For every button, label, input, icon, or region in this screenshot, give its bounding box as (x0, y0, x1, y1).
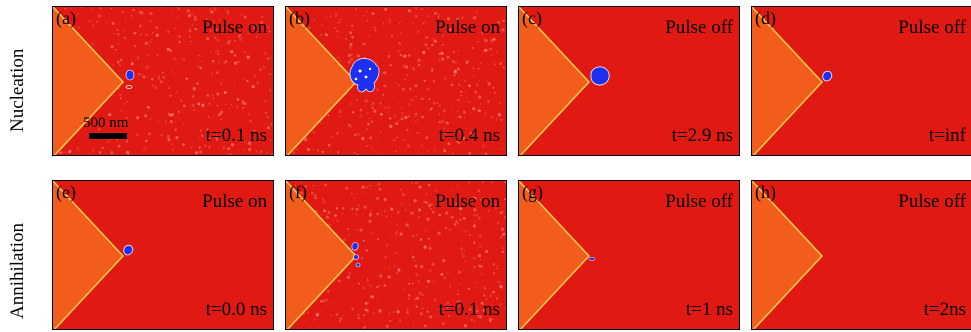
scale-bar: 500 nm (83, 115, 128, 139)
pulse-state-label: Pulse off (898, 17, 966, 38)
time-label: t=0.1 ns (438, 299, 500, 320)
skyrmion-shape (351, 242, 361, 268)
skyrmion-shape (822, 70, 833, 82)
time-label: t=2.9 ns (671, 125, 733, 146)
panel-image (286, 181, 506, 329)
scale-bar-line (89, 133, 127, 139)
time-label: t=0.0 ns (205, 299, 267, 320)
pulse-state-label: Pulse off (665, 17, 733, 38)
panel-label: (d) (755, 8, 776, 28)
panel-image (53, 181, 273, 329)
pulse-state-label: Pulse on (202, 191, 267, 212)
time-label: t=inf (928, 125, 966, 146)
skyrmion-shape (588, 257, 596, 261)
skyrmion-shape (349, 58, 380, 93)
figure-panel: (d) Pulse off t=inf (751, 6, 971, 156)
panel-label: (f) (289, 182, 307, 202)
time-label: t=2ns (923, 299, 966, 320)
panel-image (752, 7, 971, 155)
skyrmion-shape (123, 244, 134, 256)
pulse-state-label: Pulse off (898, 191, 966, 212)
time-label: t=0.1 ns (205, 125, 267, 146)
figure-panel: (f) Pulse on t=0.1 ns (285, 180, 507, 330)
time-label: t=0.4 ns (438, 125, 500, 146)
skyrmion-shape (590, 66, 610, 86)
panel-image (519, 181, 739, 329)
figure-panel: (a) Pulse on t=0.1 ns 500 nm (52, 6, 274, 156)
figure-panel: (c) Pulse off t=2.9 ns (518, 6, 740, 156)
figure-panel: (b) Pulse on t=0.4 ns (285, 6, 507, 156)
pulse-state-label: Pulse off (665, 191, 733, 212)
panel-image (752, 181, 971, 329)
skyrmion-shape (125, 69, 135, 89)
panel-image (519, 7, 739, 155)
pulse-state-label: Pulse on (435, 191, 500, 212)
panel-label: (e) (56, 182, 76, 202)
panel-label: (a) (56, 8, 76, 28)
figure-panel: (h) Pulse off t=2ns (751, 180, 971, 330)
panel-label: (c) (522, 8, 542, 28)
panel-label: (h) (755, 182, 776, 202)
pulse-state-label: Pulse on (202, 17, 267, 38)
figure-panel: (e) Pulse on t=0.0 ns (52, 180, 274, 330)
panel-image (53, 7, 273, 155)
panel-label: (g) (522, 182, 543, 202)
figure-panel: (g) Pulse off t=1 ns (518, 180, 740, 330)
row-label-nucleation: Nucleation (7, 48, 28, 132)
pulse-state-label: Pulse on (435, 17, 500, 38)
panel-image (286, 7, 506, 155)
row-label-annihilation: Annihilation (7, 222, 28, 319)
time-label: t=1 ns (685, 299, 733, 320)
scale-bar-label: 500 nm (83, 115, 129, 131)
panel-label: (b) (289, 8, 310, 28)
